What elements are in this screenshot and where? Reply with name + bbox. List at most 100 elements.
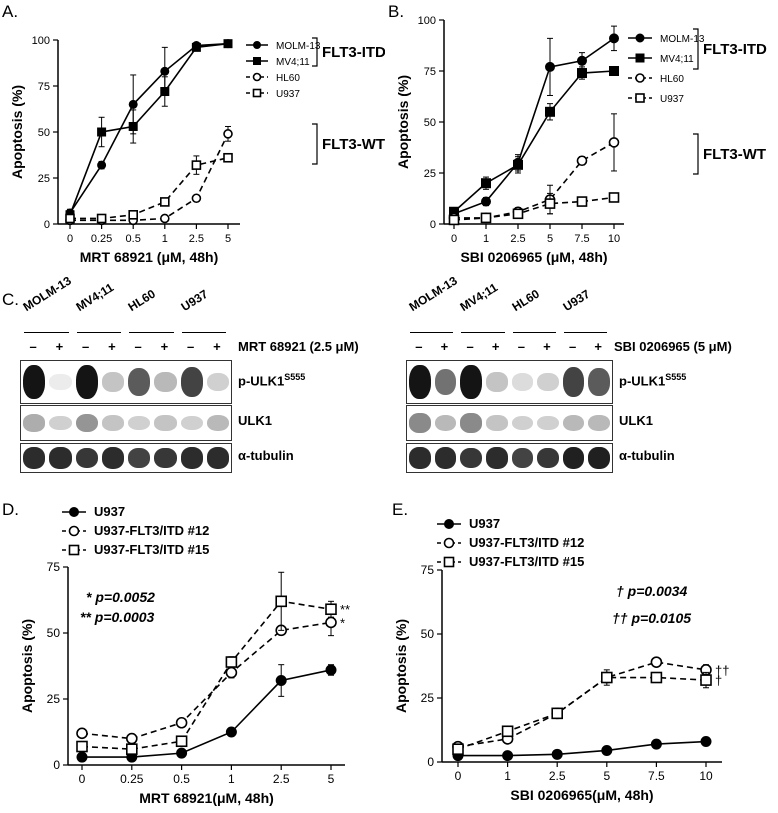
lane-name: HL60 [509,286,542,314]
data-point [223,152,233,163]
legend-marker [443,556,455,568]
data-point [481,196,491,207]
group-bracket [693,133,699,175]
blot-band [23,365,46,399]
blot-band [154,415,177,431]
blot-band [23,414,46,432]
x-tick-label: 10 [699,769,713,783]
data-point [160,87,170,97]
data-point [325,664,337,676]
data-point [544,198,556,209]
series-line [81,600,332,750]
lane-group-line [181,332,226,333]
panel-label-e: E. [392,500,409,519]
x-tick-label: 0.25 [120,772,144,786]
y-tick-label: 50 [38,127,50,139]
lane-name: U937 [560,286,593,314]
legend-label: U937 [94,504,125,519]
y-tick-label: 50 [424,117,436,129]
panel-label-a: A. [2,2,19,21]
blot-strip [20,405,232,441]
blot-band [101,372,124,392]
data-point [128,210,138,220]
blot-band [460,447,482,469]
lane-group-line [512,332,556,333]
legend-marker [252,88,262,98]
blot-band [511,373,534,391]
data-point [275,675,287,687]
minus-sign: – [134,339,142,354]
lane-name: MV4;11 [73,280,116,314]
treatment-label: MRT 68921 (2.5 μM) [238,339,359,354]
data-point [225,656,238,668]
legend-label: U937-FLT3/ITD #15 [94,542,209,557]
y-axis-label: Apoptosis (%) [19,619,35,713]
series-line [457,676,707,750]
plus-sign: + [440,339,449,354]
lane-name: MV4;11 [457,280,501,314]
data-point [160,213,170,224]
blot-band [409,365,431,399]
blot-band [128,368,151,396]
blot-row-label: ULK1 [619,413,653,428]
y-tick-label: 0 [44,219,50,231]
blot-band [206,372,229,392]
x-tick-label: 0 [79,772,86,786]
group-label: FLT3-WT [322,136,385,153]
legend-label: HL60 [276,73,300,84]
data-point [160,66,170,76]
data-point [576,196,588,207]
x-axis-label: SBI 0206965 (μM, 48h) [460,249,607,265]
minus-sign: – [187,339,195,354]
data-point [96,213,107,224]
series-line [453,196,615,221]
lane-group-line [24,332,69,333]
data-point [191,160,202,170]
blot-band [101,447,124,469]
blot-band [511,415,534,431]
data-point [225,726,237,738]
blot-row-label: p-ULK1S555 [238,372,305,388]
chart-panel-a: 0 25 50 75 100 0 0.25 0.5 1 2.5 5 MRT 68921 (μM, 48… [9,35,385,265]
series-line [70,133,229,222]
blot-band [154,371,177,393]
series-line [457,661,707,748]
y-tick-label: 75 [424,66,436,78]
treatment-label: SBI 0206965 (5 μM) [614,339,732,354]
y-axis-label: Apoptosis (%) [9,85,25,179]
legend-label: U937-FLT3/ITD #12 [94,523,209,538]
minus-sign: – [29,339,37,354]
blot-row-label-text: p-ULK1 [619,373,666,389]
y-tick-label: 100 [32,35,50,47]
x-tick-label: 0.5 [173,772,190,786]
legend-marker [68,525,80,537]
x-tick-label: 5 [328,772,335,786]
x-axis-label: SBI 0206965(μM, 48h) [510,787,653,803]
data-point [577,55,587,66]
data-point [126,743,138,755]
blot-band [101,415,124,431]
legend-marker [252,72,262,82]
series-HL60 [65,125,233,226]
data-point [501,725,514,738]
plus-sign: + [160,339,169,354]
data-point [551,707,563,720]
p-value-annotation: †† p=0.0105 [612,610,691,626]
minus-sign: – [466,339,474,354]
blot-band [206,414,229,432]
blot-band [154,447,177,469]
x-tick-label: 5 [225,233,231,245]
data-point [480,212,492,224]
data-point [512,208,524,220]
y-axis-label: Apoptosis (%) [395,75,411,169]
series-line [70,156,229,220]
blot-band [206,447,229,469]
series-U937 [452,736,712,762]
series-line [69,42,229,214]
data-point [609,66,619,76]
data-point [65,213,75,224]
group-bracket [312,123,318,165]
blot-row-label-text: p-ULK1 [238,373,285,389]
significance-mark: ** [340,602,350,617]
blot-row-label: p-ULK1S555 [619,372,686,388]
